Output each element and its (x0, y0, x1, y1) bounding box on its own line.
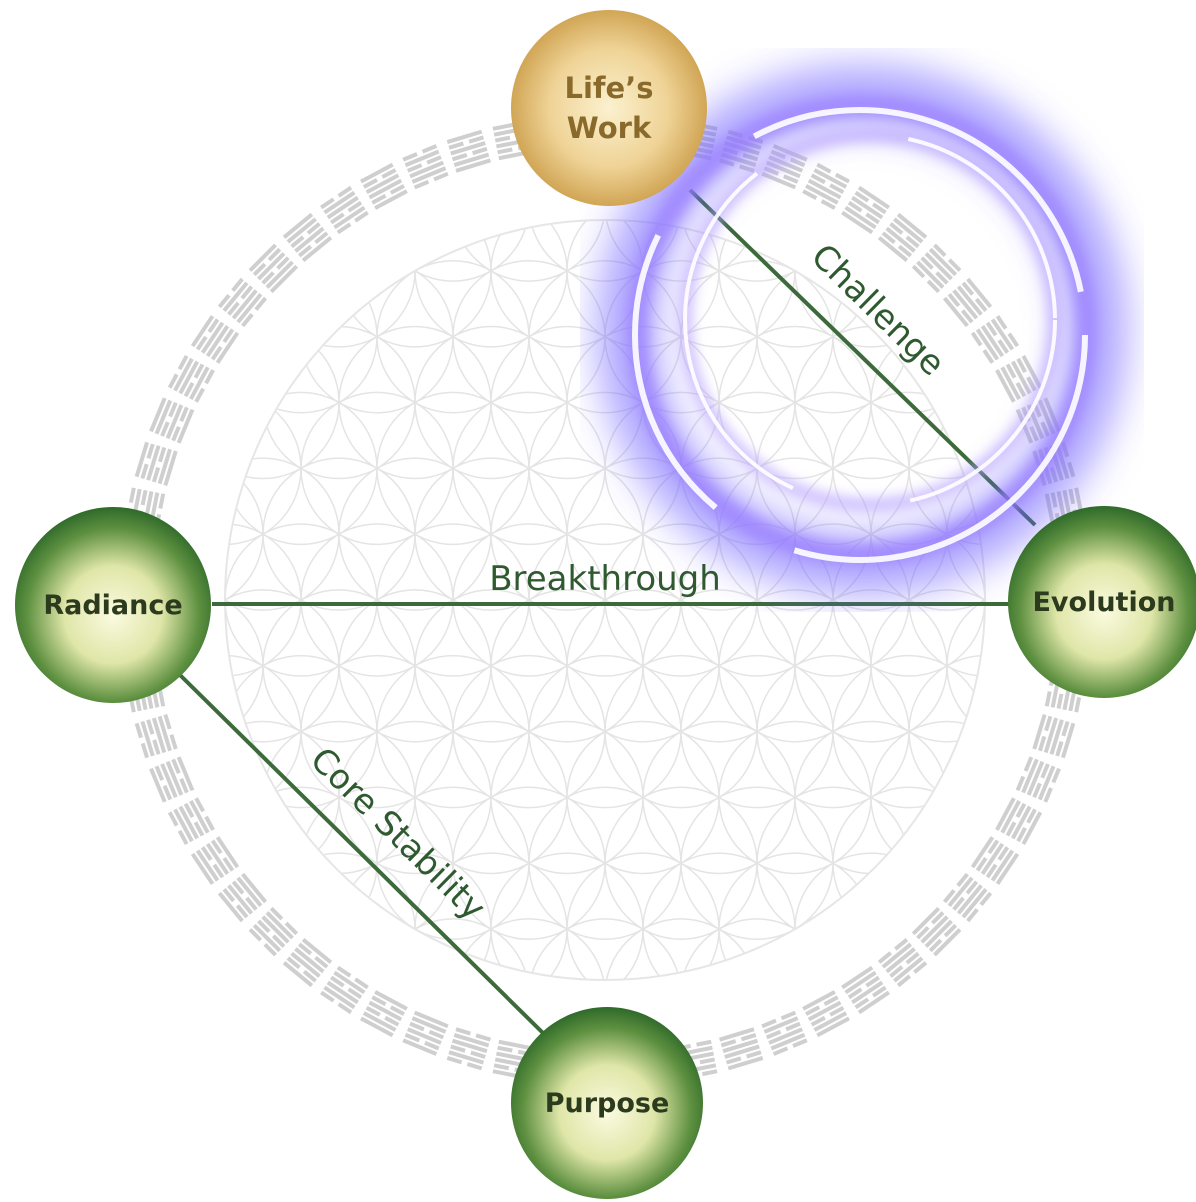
pattern-circle (833, 787, 985, 939)
hexagram (283, 938, 332, 987)
hexagram (719, 1027, 763, 1070)
hexagram-bar (1057, 693, 1064, 708)
edge-line (180, 675, 545, 1035)
hexagram-bar (141, 490, 148, 505)
node: Purpose (511, 1007, 703, 1199)
hexagram (135, 442, 178, 486)
hexagram (971, 315, 1019, 364)
hexagram (191, 836, 239, 885)
hexagram-bar (1074, 697, 1081, 712)
hexagram (360, 163, 408, 210)
hexagram-bar (447, 130, 483, 144)
edge-label: Core Stability (302, 740, 493, 929)
hexagram-bar (1032, 714, 1046, 750)
hexagram-bar (702, 1069, 717, 1076)
hexagram (320, 186, 369, 234)
hexagram (995, 797, 1042, 845)
hexagram (912, 244, 961, 293)
hexagram-bar (450, 141, 486, 155)
node: Life’s Work (511, 10, 707, 206)
hexagram (249, 244, 298, 293)
hexagram-bar (129, 488, 136, 503)
pattern-circle (225, 261, 377, 413)
edge-label: Breakthrough (489, 559, 721, 599)
hexagram (841, 186, 890, 234)
diagram: Breakthrough Challenge Core Stability Li… (0, 0, 1196, 1202)
hexagram (971, 836, 1019, 885)
hexagram-bar (1061, 723, 1075, 759)
hexagram (912, 907, 961, 956)
hexagram (249, 907, 298, 956)
hexagram-bar (158, 493, 165, 508)
node-label: Radiance (43, 590, 182, 621)
hexagram-bar (1045, 691, 1052, 706)
hexagram (402, 1011, 448, 1056)
hexagram-bar (135, 442, 149, 478)
hexagram (320, 966, 369, 1014)
hexagram (1032, 714, 1075, 758)
hexagram (191, 315, 239, 364)
hexagram (943, 278, 992, 327)
node-label: Evolution (1032, 587, 1175, 618)
hexagram-bar (700, 1057, 715, 1064)
hexagram-bar (140, 721, 154, 757)
hexagram-bar (146, 445, 160, 481)
hexagram (878, 938, 927, 987)
node: Evolution (1008, 506, 1196, 698)
node-circle (511, 10, 707, 206)
node-label: Life’s (565, 71, 654, 105)
hexagram (218, 873, 267, 922)
hexagram (360, 990, 408, 1037)
hexagram (1016, 756, 1061, 802)
hexagram (447, 1027, 491, 1070)
hexagram (802, 990, 850, 1037)
hexagram-bar (728, 1056, 764, 1070)
hexagram (878, 213, 927, 262)
hexagram (149, 397, 194, 443)
hexagram-bar (497, 147, 512, 154)
hexagram (168, 355, 215, 403)
hexagram (283, 213, 332, 262)
hexagram-bar (494, 1063, 509, 1070)
page: Breakthrough Challenge Core Stability Li… (0, 0, 1196, 1202)
hexagram-bar (696, 1040, 711, 1047)
node: Radiance (15, 507, 211, 703)
hexagram-bar (719, 1027, 755, 1041)
hexagram (802, 163, 850, 210)
hexagram-bar (448, 1050, 484, 1064)
hexagram (943, 873, 992, 922)
hexagram (841, 966, 890, 1014)
hexagram (447, 130, 491, 173)
hexagram (135, 714, 178, 758)
node-label: Purpose (545, 1088, 670, 1119)
node-label: Work (567, 111, 652, 145)
hexagram (149, 756, 194, 802)
hexagram-bar (497, 1046, 512, 1053)
hexagram (761, 1011, 807, 1056)
hexagram (168, 797, 215, 845)
hexagram-bar (495, 136, 510, 143)
hexagram (402, 144, 448, 189)
hexagram (218, 278, 267, 327)
